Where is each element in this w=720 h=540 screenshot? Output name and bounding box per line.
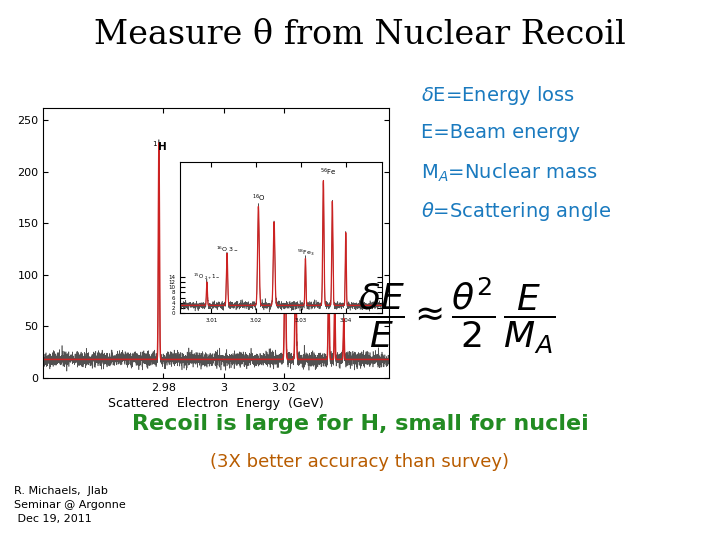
Text: $^{16}$O: $^{16}$O — [251, 192, 265, 204]
Text: $^{58}$Fe$_3$: $^{58}$Fe$_3$ — [297, 248, 314, 259]
Text: Measure θ from Nuclear Recoil: Measure θ from Nuclear Recoil — [94, 19, 626, 51]
Text: $^{56}$Fe: $^{56}$Fe — [320, 166, 336, 178]
Text: $\dfrac{\delta E}{E} \approx \dfrac{\theta^2}{2}\,\dfrac{E}{M_A}$: $\dfrac{\delta E}{E} \approx \dfrac{\the… — [359, 275, 556, 356]
Text: E=Beam energy: E=Beam energy — [421, 123, 580, 141]
Text: $^{16}$O: $^{16}$O — [284, 237, 301, 249]
Text: M$_A$=Nuclear mass: M$_A$=Nuclear mass — [421, 161, 598, 184]
Text: $\theta$=Scattering angle: $\theta$=Scattering angle — [421, 200, 611, 224]
Text: Recoil is large for H, small for nuclei: Recoil is large for H, small for nuclei — [132, 414, 588, 434]
Text: $^{16}$O $3_-$: $^{16}$O $3_-$ — [216, 245, 238, 253]
Text: R. Michaels,  Jlab
Seminar @ Argonne
 Dec 19, 2011: R. Michaels, Jlab Seminar @ Argonne Dec … — [14, 486, 126, 524]
Text: $^{56}$Fe: $^{56}$Fe — [325, 278, 344, 291]
Text: (3X better accuracy than survey): (3X better accuracy than survey) — [210, 453, 510, 471]
Text: $^{15}$O $_{2+}1_-$: $^{15}$O $_{2+}1_-$ — [193, 272, 221, 282]
Text: $\delta$E=Energy loss: $\delta$E=Energy loss — [421, 84, 575, 107]
Text: $^1$H: $^1$H — [151, 139, 166, 153]
X-axis label: Scattered  Electron  Energy  (GeV): Scattered Electron Energy (GeV) — [108, 397, 324, 410]
